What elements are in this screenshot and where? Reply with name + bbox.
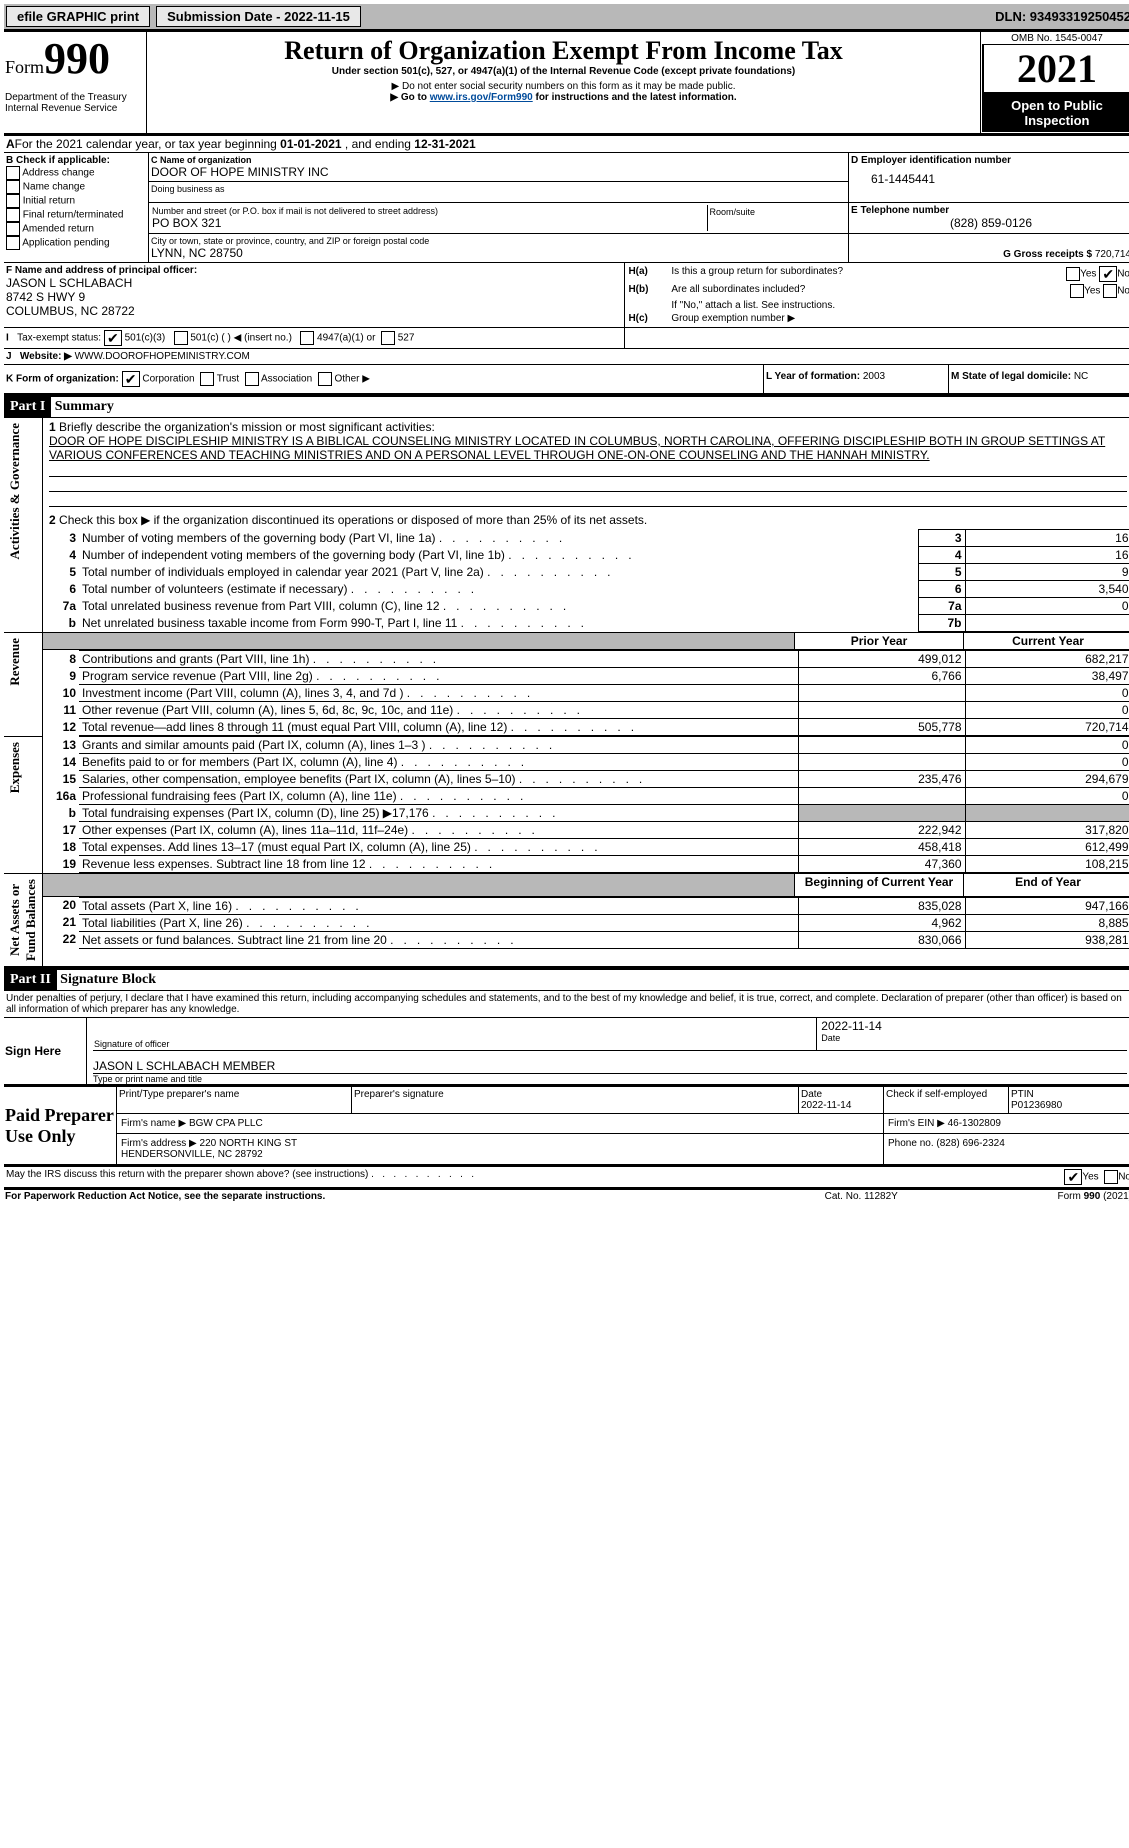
summary-table: Activities & Governance 1 Briefly descri… xyxy=(4,418,1129,969)
paid-preparer-block: Paid Preparer Use Only Print/Type prepar… xyxy=(4,1087,1129,1167)
officer-addr2: COLUMBUS, NC 28722 xyxy=(6,304,622,318)
vlabel-exp: Expenses xyxy=(5,738,25,797)
part2-header: Part II Signature Block xyxy=(4,969,1129,991)
phone-label: E Telephone number xyxy=(851,205,1129,216)
form-footer: Form 990 (2021) xyxy=(951,1190,1129,1203)
chk-name-change[interactable]: Name change xyxy=(6,180,146,194)
gross-receipts-label: G Gross receipts $ xyxy=(1003,249,1092,260)
form-subtitle: Under section 501(c), 527, or 4947(a)(1)… xyxy=(153,66,974,77)
ein-value: 61-1445441 xyxy=(851,166,1129,186)
efile-print-button[interactable]: efile GRAPHIC print xyxy=(6,6,150,27)
officer-name-title: JASON L SCHLABACH MEMBER xyxy=(93,1059,1127,1074)
tax-status-block: I Tax-exempt status: ✔ 501(c)(3) 501(c) … xyxy=(4,327,1129,348)
firm-ein: Firm's EIN ▶ 46-1302809 xyxy=(884,1114,1129,1134)
sign-here-label: Sign Here xyxy=(4,1018,87,1086)
omb-no: OMB No. 1545-0047 xyxy=(982,33,1129,45)
signature-block: Sign Here Signature of officer 2022-11-1… xyxy=(4,1017,1129,1087)
hb-text: Are all subordinates included? xyxy=(670,283,1009,299)
paid-preparer-label: Paid Preparer Use Only xyxy=(4,1087,117,1166)
form-header: Form990 Department of the Treasury Inter… xyxy=(4,29,1129,136)
page-footer: For Paperwork Reduction Act Notice, see … xyxy=(4,1190,1129,1203)
chk-initial-return[interactable]: Initial return xyxy=(6,194,146,208)
sig-officer-label: Signature of officer xyxy=(94,1039,815,1049)
line2-text: Check this box ▶ if the organization dis… xyxy=(59,513,647,527)
ha-text: Is this a group return for subordinates? xyxy=(670,265,1009,283)
part1-header: Part I Summary xyxy=(4,396,1129,418)
form-number: Form990 xyxy=(5,33,145,84)
irs-link[interactable]: www.irs.gov/Form990 xyxy=(430,92,533,103)
city-value: LYNN, NC 28750 xyxy=(151,246,846,260)
org-name: DOOR OF HOPE MINISTRY INC xyxy=(151,165,846,179)
street-label: Number and street (or P.O. box if mail i… xyxy=(152,206,706,216)
entity-block: B Check if applicable: Address change Na… xyxy=(4,153,1129,262)
website-value: WWW.DOOROFHOPEMINISTRY.COM xyxy=(72,351,250,362)
org-form-block: K Form of organization: ✔ Corporation Tr… xyxy=(4,364,1129,396)
vlabel-na: Net Assets or Fund Balances xyxy=(5,875,41,965)
sig-declaration: Under penalties of perjury, I declare th… xyxy=(4,991,1129,1017)
street-value: PO BOX 321 xyxy=(152,216,706,230)
open-to-public: Open to Public Inspection xyxy=(982,94,1129,132)
hc-text: Group exemption number ▶ xyxy=(670,312,1129,325)
tax-year: 2021 xyxy=(982,45,1129,94)
room-suite-label: Room/suite xyxy=(707,205,846,231)
cat-no: Cat. No. 11282Y xyxy=(772,1190,951,1203)
dept-treasury: Department of the Treasury Internal Reve… xyxy=(5,92,145,114)
dln: DLN: 93493319250452 xyxy=(995,9,1129,24)
submission-date-button[interactable]: Submission Date - 2022-11-15 xyxy=(156,6,361,27)
org-name-label: C Name of organization xyxy=(151,155,846,165)
ssn-note: ▶ Do not enter social security numbers o… xyxy=(153,81,974,92)
dba-label: Doing business as xyxy=(151,184,846,194)
officer-group-block: F Name and address of principal officer:… xyxy=(4,262,1129,327)
chk-address-change[interactable]: Address change xyxy=(6,166,146,180)
chk-application-pending[interactable]: Application pending xyxy=(6,236,146,250)
vlabel-ag: Activities & Governance xyxy=(5,419,25,563)
officer-label: F Name and address of principal officer: xyxy=(6,265,622,276)
current-year-hdr: Current Year xyxy=(964,633,1129,650)
topbar: efile GRAPHIC print Submission Date - 20… xyxy=(4,4,1129,29)
may-irs-row: May the IRS discuss this return with the… xyxy=(4,1167,1129,1190)
firm-name: Firm's name ▶ BGW CPA PLLC xyxy=(117,1114,884,1134)
officer-name: JASON L SCHLABACH xyxy=(6,276,622,290)
website-block: J Website: ▶ WWW.DOOROFHOPEMINISTRY.COM xyxy=(4,348,1129,364)
pra-notice: For Paperwork Reduction Act Notice, see … xyxy=(4,1190,772,1203)
begin-year-hdr: Beginning of Current Year xyxy=(795,874,964,897)
end-year-hdr: End of Year xyxy=(964,874,1129,897)
gross-receipts-value: 720,714 xyxy=(1095,249,1129,260)
chk-amended-return[interactable]: Amended return xyxy=(6,222,146,236)
line-a: AFor the 2021 calendar year, or tax year… xyxy=(4,136,1129,153)
form-title: Return of Organization Exempt From Incom… xyxy=(153,36,974,66)
officer-addr1: 8742 S HWY 9 xyxy=(6,290,622,304)
prior-year-hdr: Prior Year xyxy=(795,633,964,650)
line1-label: Briefly describe the organization's miss… xyxy=(59,420,435,434)
hb-note: If "No," attach a list. See instructions… xyxy=(670,299,1129,312)
instructions-link-row: ▶ Go to www.irs.gov/Form990 for instruct… xyxy=(153,92,974,103)
mission-text: DOOR OF HOPE DISCIPLESHIP MINISTRY IS A … xyxy=(49,434,1127,462)
check-applicable-label: B Check if applicable: xyxy=(6,155,146,166)
sig-date: 2022-11-14 xyxy=(821,1019,1126,1033)
phone-value: (828) 859-0126 xyxy=(851,216,1129,230)
firm-phone: Phone no. (828) 696-2324 xyxy=(884,1134,1129,1166)
ein-label: D Employer identification number xyxy=(851,155,1129,166)
chk-final-return[interactable]: Final return/terminated xyxy=(6,208,146,222)
vlabel-rev: Revenue xyxy=(5,634,25,690)
city-label: City or town, state or province, country… xyxy=(151,236,846,246)
